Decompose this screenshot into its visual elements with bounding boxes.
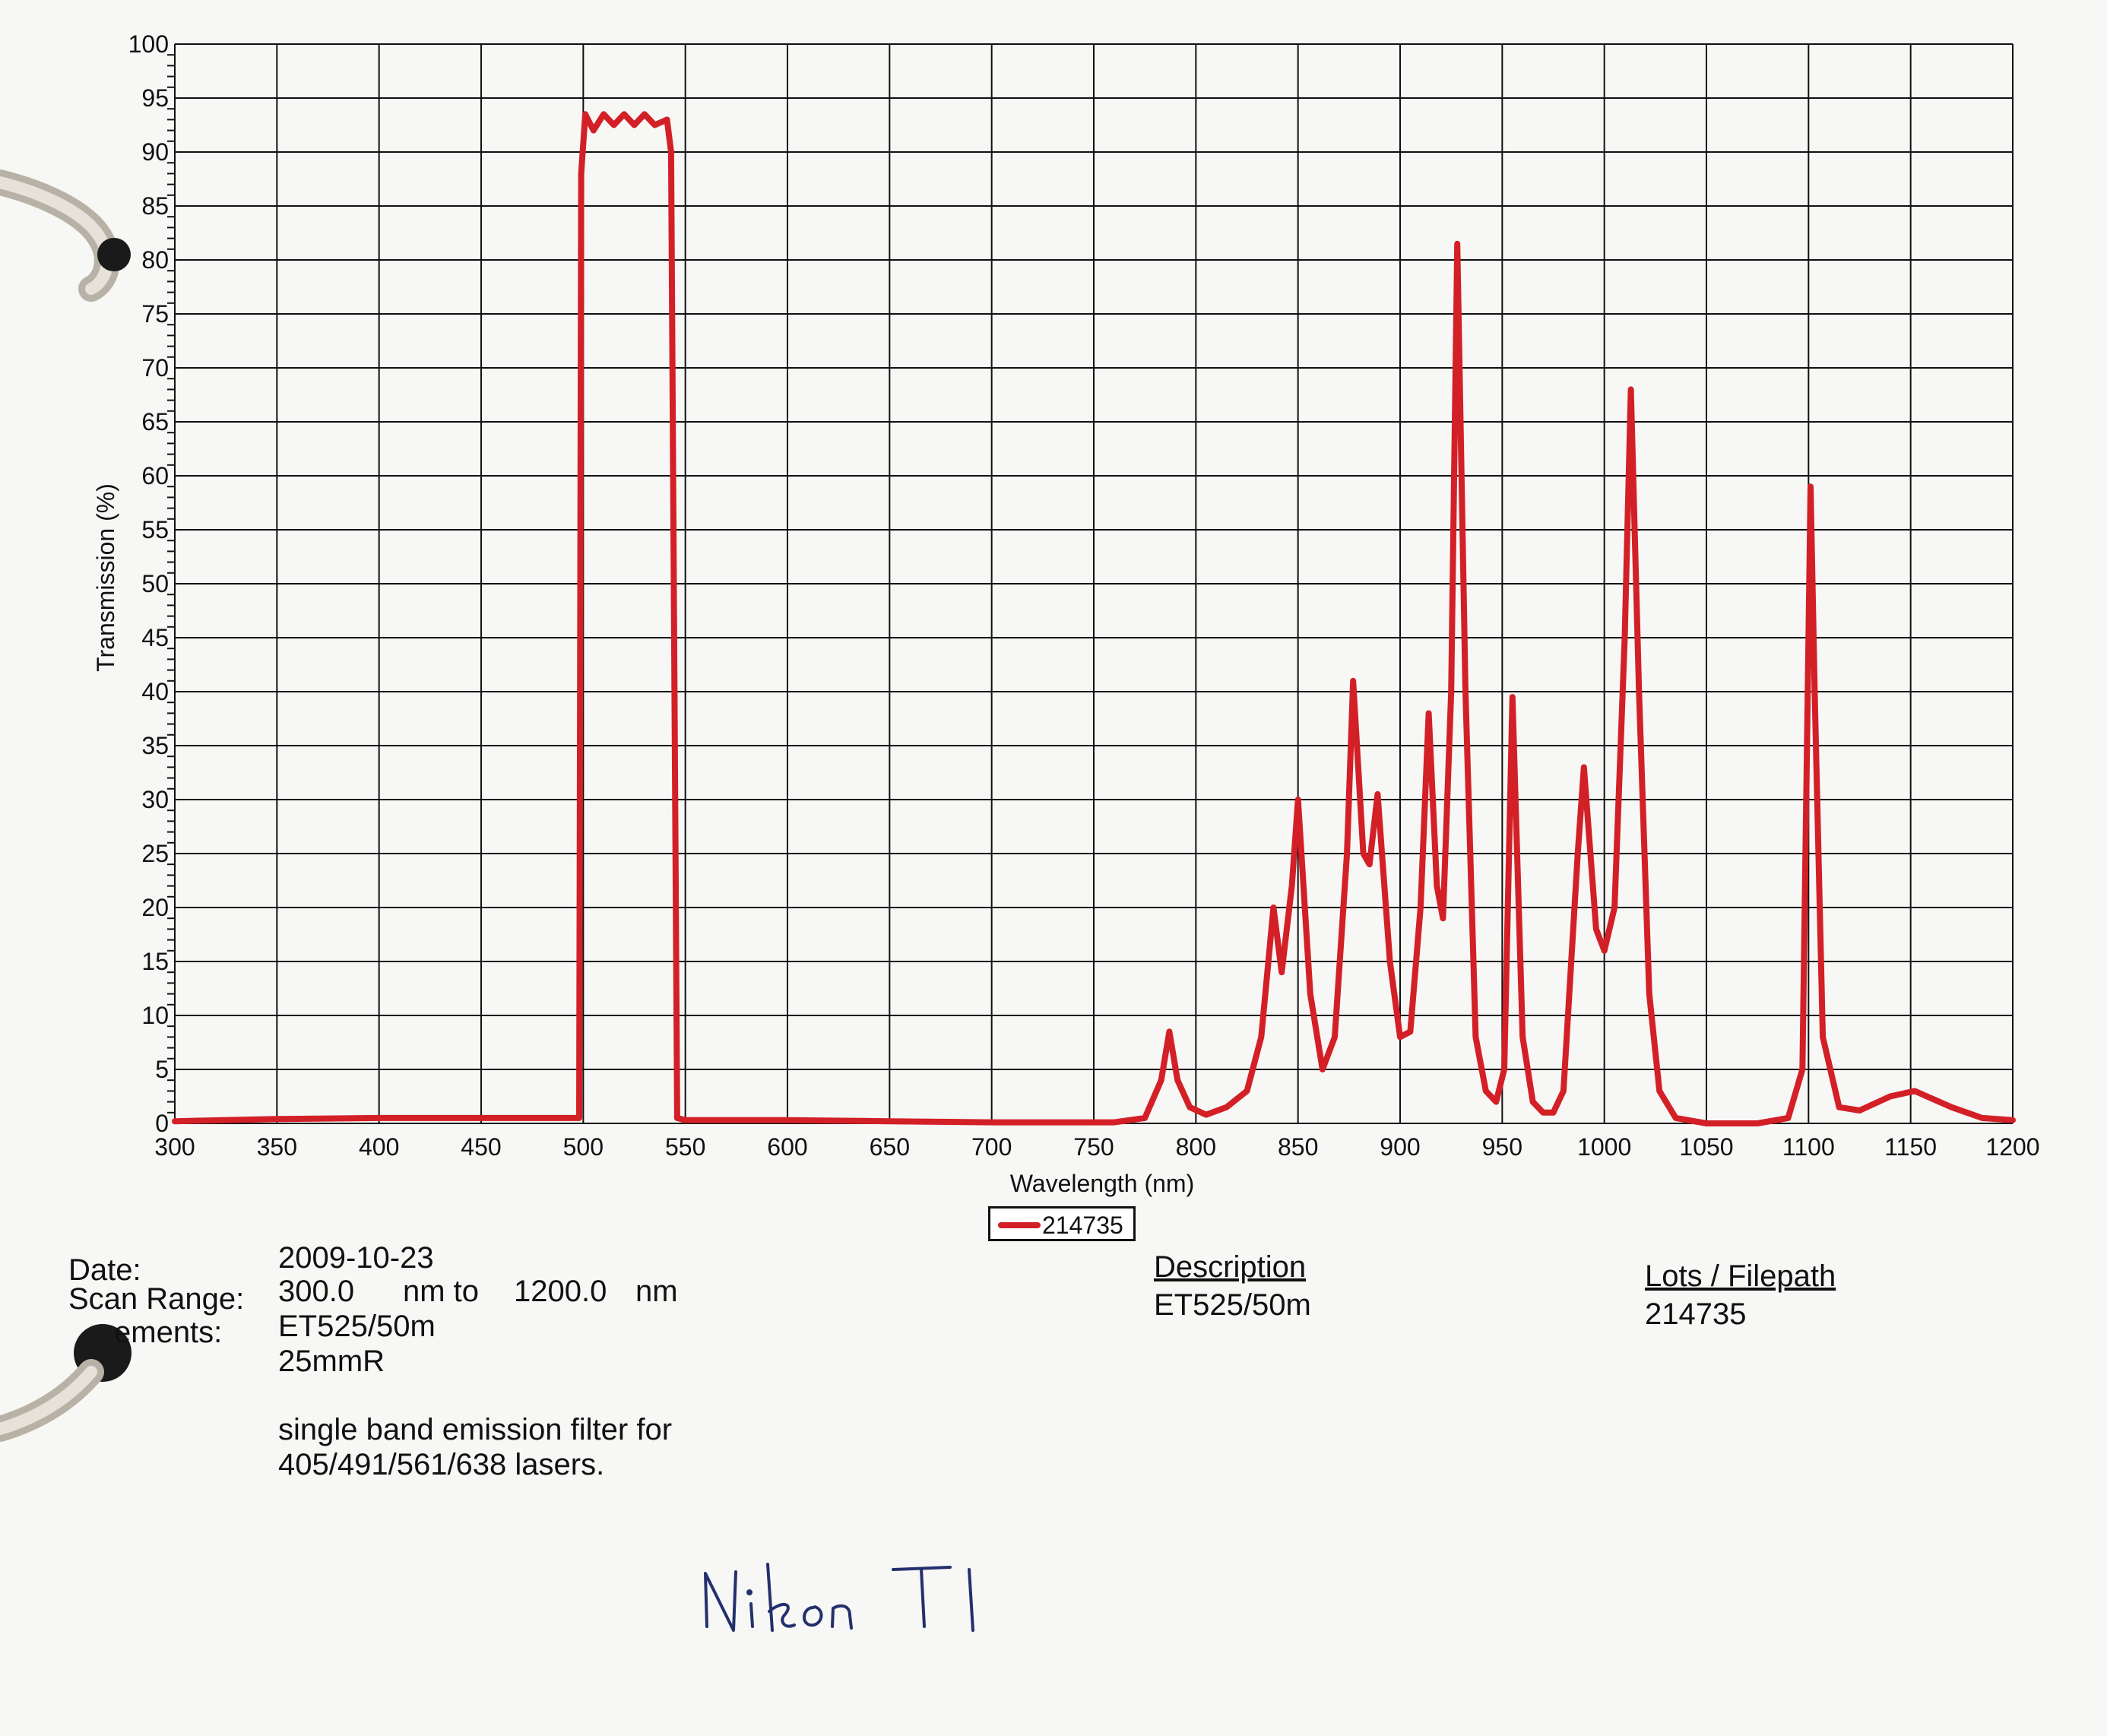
y-tick-label-25: 25 — [141, 840, 169, 867]
x-tick-label-550: 550 — [665, 1133, 705, 1161]
comments-label: ements: — [114, 1316, 223, 1349]
scan-range-mid: nm to — [403, 1275, 480, 1308]
scan-range-unit: nm — [635, 1275, 678, 1308]
y-tick-label-50: 50 — [141, 570, 169, 597]
x-tick-label-750: 750 — [1073, 1133, 1114, 1161]
y-tick-label-85: 85 — [141, 192, 169, 220]
scan-range-label: Scan Range: — [68, 1282, 245, 1316]
x-tick-label-300: 300 — [154, 1133, 195, 1161]
y-tick-label-65: 65 — [141, 408, 169, 436]
x-tick-label-1150: 1150 — [1884, 1133, 1937, 1161]
lots-filepath-value: 214735 — [1645, 1297, 1747, 1331]
legend-swatch-214735 — [998, 1222, 1041, 1228]
y-tick-label-30: 30 — [141, 786, 169, 813]
x-tick-label-800: 800 — [1176, 1133, 1216, 1161]
x-tick-label-350: 350 — [257, 1133, 297, 1161]
chart-ticks: 300 350 400 450 500 550 600 650 700 750 800 850 900 9… — [128, 30, 2040, 1161]
y-tick-label-90: 90 — [141, 138, 169, 166]
x-tick-label-1050: 1050 — [1679, 1133, 1733, 1161]
description-header: Description — [1154, 1250, 1307, 1284]
chart-grid — [167, 43, 2014, 1124]
y-tick-label-70: 70 — [141, 354, 169, 382]
x-tick-label-950: 950 — [1482, 1133, 1522, 1161]
x-tick-label-650: 650 — [870, 1133, 910, 1161]
x-tick-label-1200: 1200 — [1985, 1133, 2039, 1161]
x-tick-label-1100: 1100 — [1782, 1133, 1835, 1161]
chart-legend: 214735 — [988, 1206, 1136, 1241]
date-value: 2009-10-23 — [278, 1241, 434, 1275]
scan-range-start: 300.0 — [278, 1275, 355, 1308]
y-tick-label-10: 10 — [141, 1002, 169, 1029]
comment-line-5: 405/491/561/638 lasers. — [278, 1448, 605, 1481]
x-tick-label-850: 850 — [1278, 1133, 1318, 1161]
x-axis-title: Wavelength (nm) — [1010, 1170, 1194, 1197]
description-value: ET525/50m — [1154, 1288, 1311, 1322]
x-tick-label-600: 600 — [767, 1133, 807, 1161]
x-tick-label-400: 400 — [359, 1133, 399, 1161]
y-tick-label-45: 45 — [141, 624, 169, 651]
scan-range-end: 1200.0 — [514, 1275, 607, 1308]
y-tick-label-40: 40 — [141, 678, 169, 705]
comment-line-2: 25mmR — [278, 1345, 385, 1378]
y-tick-label-100: 100 — [128, 30, 169, 58]
y-tick-label-95: 95 — [141, 84, 169, 112]
chart-series — [172, 111, 2016, 1126]
y-axis-title: Transmission (%) — [92, 483, 119, 672]
y-tick-label-5: 5 — [155, 1056, 169, 1083]
y-tick-label-80: 80 — [141, 246, 169, 274]
x-tick-label-500: 500 — [563, 1133, 604, 1161]
binder-ring-bottom-icon — [0, 1324, 131, 1442]
y-tick-label-55: 55 — [141, 516, 169, 543]
date-label: Date: — [68, 1253, 141, 1287]
x-tick-label-900: 900 — [1380, 1133, 1420, 1161]
handwritten-note — [704, 1563, 974, 1632]
x-tick-label-700: 700 — [971, 1133, 1012, 1161]
lots-filepath-header: Lots / Filepath — [1645, 1259, 1836, 1293]
comment-line-1: ET525/50m — [278, 1310, 436, 1343]
transmission-chart: 300 350 400 450 500 550 600 650 700 750 800 850 900 9… — [92, 30, 2040, 1197]
x-tick-label-450: 450 — [461, 1133, 501, 1161]
y-tick-label-75: 75 — [141, 300, 169, 328]
comment-line-4: single band emission filter for — [278, 1413, 673, 1446]
y-tick-label-60: 60 — [141, 462, 169, 489]
y-tick-label-0: 0 — [155, 1110, 169, 1137]
y-tick-label-35: 35 — [141, 732, 169, 759]
legend-entry-214735: 214735 — [1042, 1212, 1123, 1239]
series-line-214735 — [172, 111, 2016, 1126]
y-tick-label-20: 20 — [141, 894, 169, 921]
y-tick-label-15: 15 — [141, 948, 169, 975]
binder-ring-top-icon — [0, 169, 131, 302]
x-tick-label-1000: 1000 — [1577, 1133, 1631, 1161]
